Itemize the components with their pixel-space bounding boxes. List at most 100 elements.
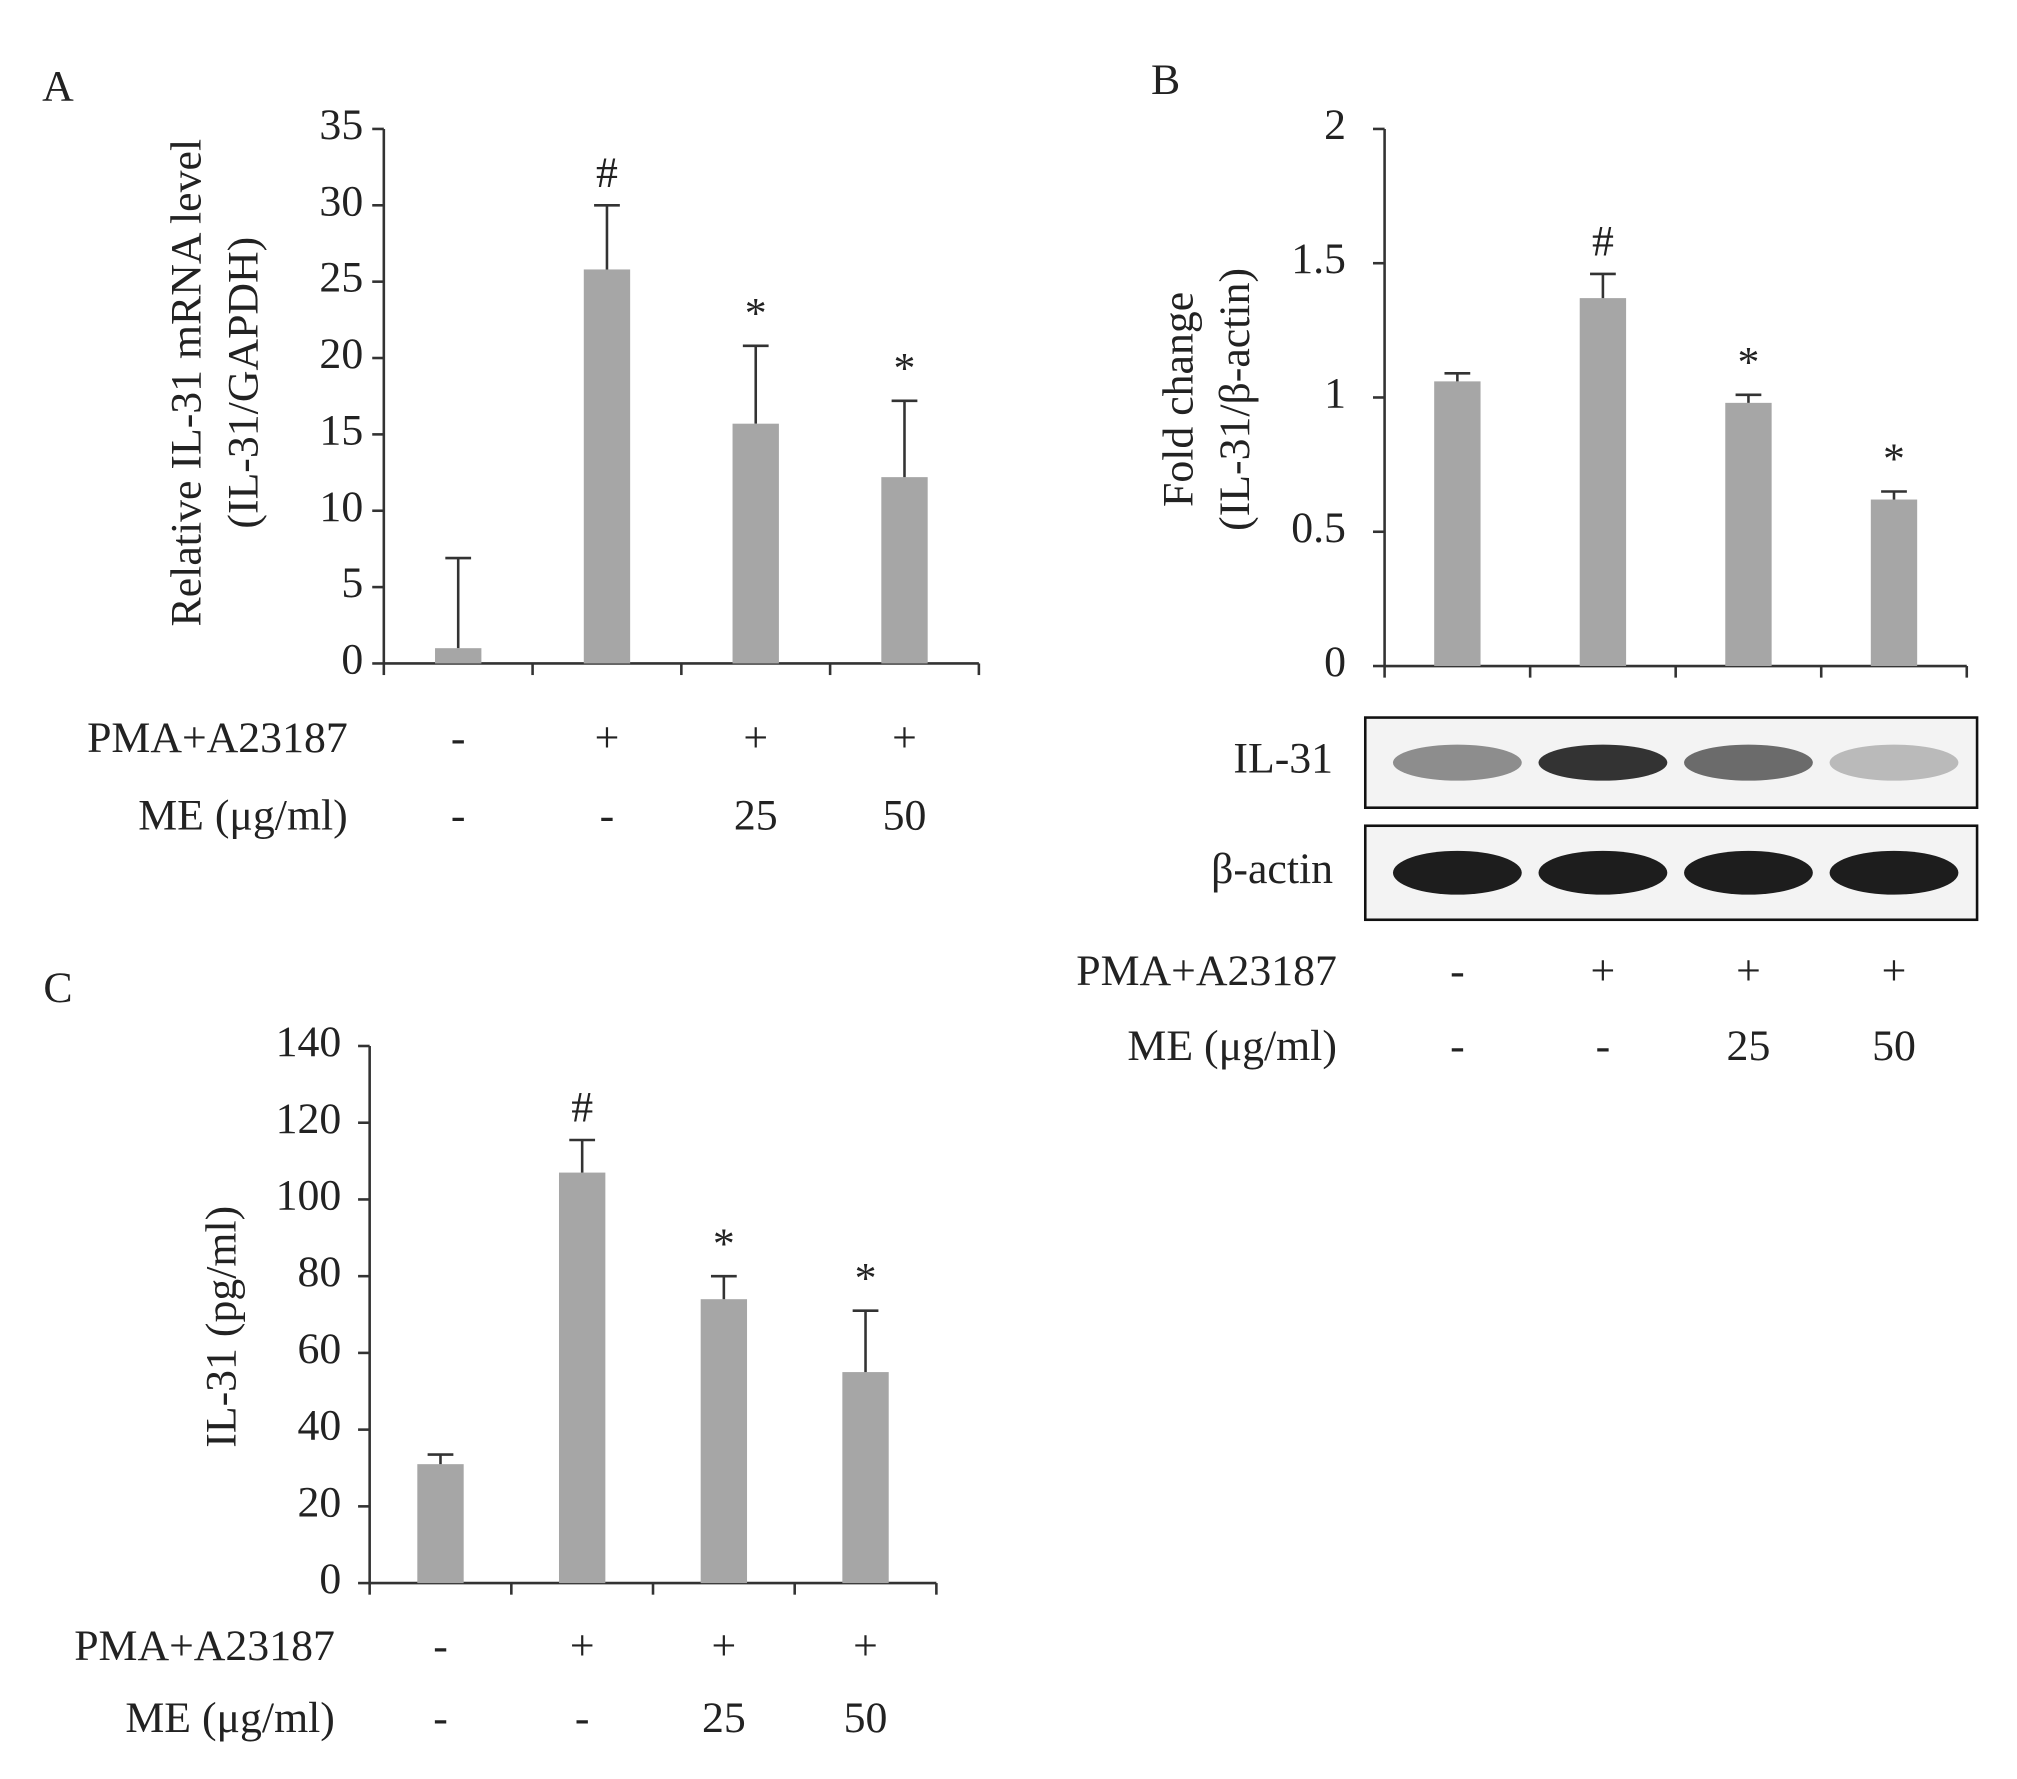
treatment-value: - xyxy=(1596,1022,1611,1070)
treatment-value: 25 xyxy=(1727,1022,1771,1070)
treatment-value: - xyxy=(575,1694,590,1742)
bar xyxy=(1434,381,1481,667)
y-tick-label: 40 xyxy=(298,1402,342,1450)
y-tick-label: 2 xyxy=(1324,101,1346,149)
bar xyxy=(732,423,779,664)
y-tick-label: 25 xyxy=(319,254,363,302)
y-tick-label: 1.5 xyxy=(1291,235,1346,283)
treatment-value: + xyxy=(853,1622,878,1670)
treatment-label: ME (μg/ml) xyxy=(1127,1022,1337,1070)
blot-band xyxy=(1829,744,1959,781)
y-tick-label: 5 xyxy=(341,559,363,607)
treatment-value: - xyxy=(433,1694,448,1742)
treatment-label: ME (μg/ml) xyxy=(125,1694,335,1742)
treatment-value: 25 xyxy=(734,791,778,839)
y-tick-label: 10 xyxy=(319,483,363,531)
significance-mark: # xyxy=(1592,218,1614,266)
treatment-value: - xyxy=(1450,947,1465,995)
significance-mark: * xyxy=(855,1254,877,1302)
bar xyxy=(842,1372,889,1584)
blot-band xyxy=(1538,744,1668,781)
error-bar xyxy=(710,1274,737,1300)
error-bar xyxy=(1881,490,1907,500)
bar xyxy=(417,1464,464,1584)
y-tick-label: 0 xyxy=(1324,638,1346,686)
error-bar xyxy=(742,344,769,424)
y-axis-label: (IL-31/β-actin) xyxy=(1211,268,1259,531)
error-bar xyxy=(1444,372,1471,382)
y-tick-label: 80 xyxy=(298,1248,342,1296)
y-tick-label: 120 xyxy=(276,1095,342,1143)
significance-mark: * xyxy=(1883,435,1905,483)
treatment-label: PMA+A23187 xyxy=(1076,947,1337,995)
treatment-value: + xyxy=(1736,947,1761,995)
treatment-value: - xyxy=(433,1622,448,1670)
treatment-value: - xyxy=(1450,1022,1465,1070)
y-axis-label: IL-31 (pg/ml) xyxy=(197,1206,245,1448)
bar xyxy=(1725,402,1772,667)
y-axis-label: Relative IL-31 mRNA level xyxy=(163,139,211,627)
error-bar xyxy=(445,556,472,649)
error-bar xyxy=(569,1138,596,1173)
bar xyxy=(1870,499,1918,667)
treatment-value: + xyxy=(1591,947,1616,995)
blot-band xyxy=(1684,744,1813,781)
bar xyxy=(881,477,928,664)
y-tick-label: 140 xyxy=(276,1018,342,1066)
blot-band xyxy=(1538,850,1668,895)
panel-letter: A xyxy=(42,62,74,110)
significance-mark: # xyxy=(571,1084,593,1132)
treatment-value: + xyxy=(570,1622,595,1670)
treatment-value: 50 xyxy=(844,1694,888,1742)
panel-letter: C xyxy=(43,964,72,1012)
blot-band xyxy=(1392,744,1522,781)
y-tick-label: 0.5 xyxy=(1291,504,1346,552)
blot-frame xyxy=(1363,716,1979,810)
treatment-value: + xyxy=(712,1622,737,1670)
treatment-value: 25 xyxy=(702,1694,746,1742)
treatment-label: ME (μg/ml) xyxy=(138,791,348,839)
significance-mark: * xyxy=(1738,339,1760,387)
error-bar xyxy=(891,399,918,478)
bar xyxy=(700,1299,748,1584)
significance-mark: # xyxy=(596,149,618,197)
significance-mark: * xyxy=(894,344,916,392)
treatment-value: - xyxy=(451,791,466,839)
bar xyxy=(435,648,482,664)
y-tick-label: 20 xyxy=(298,1478,342,1526)
treatment-value: + xyxy=(743,714,768,762)
treatment-value: + xyxy=(892,714,917,762)
blot-band xyxy=(1392,850,1522,895)
y-tick-label: 20 xyxy=(319,330,363,378)
treatment-label: PMA+A23187 xyxy=(87,714,348,762)
y-tick-label: 1 xyxy=(1324,370,1346,418)
y-tick-label: 100 xyxy=(276,1171,342,1219)
y-axis-label: (IL-31/GAPDH) xyxy=(219,237,267,529)
bar xyxy=(583,269,631,664)
treatment-value: - xyxy=(451,714,466,762)
blot-band xyxy=(1829,850,1959,895)
blot-band xyxy=(1684,850,1813,895)
y-tick-label: 0 xyxy=(319,1555,341,1603)
y-tick-label: 30 xyxy=(319,177,363,225)
y-tick-label: 0 xyxy=(341,636,363,684)
y-tick-label: 35 xyxy=(319,101,363,149)
treatment-value: + xyxy=(1882,947,1907,995)
panel-letter: B xyxy=(1151,56,1180,104)
treatment-value: 50 xyxy=(1872,1022,1916,1070)
error-bar xyxy=(427,1453,454,1465)
significance-mark: * xyxy=(745,290,767,338)
y-tick-label: 60 xyxy=(298,1325,342,1373)
significance-mark: * xyxy=(713,1220,735,1268)
treatment-value: + xyxy=(595,714,620,762)
bar xyxy=(1579,298,1627,667)
treatment-value: 50 xyxy=(883,791,927,839)
error-bar xyxy=(1590,272,1616,299)
error-bar xyxy=(852,1309,879,1373)
error-bar xyxy=(594,204,620,270)
y-axis-label: Fold change xyxy=(1154,292,1202,507)
error-bar xyxy=(1735,393,1762,403)
blot-label: β-actin xyxy=(1211,845,1333,893)
